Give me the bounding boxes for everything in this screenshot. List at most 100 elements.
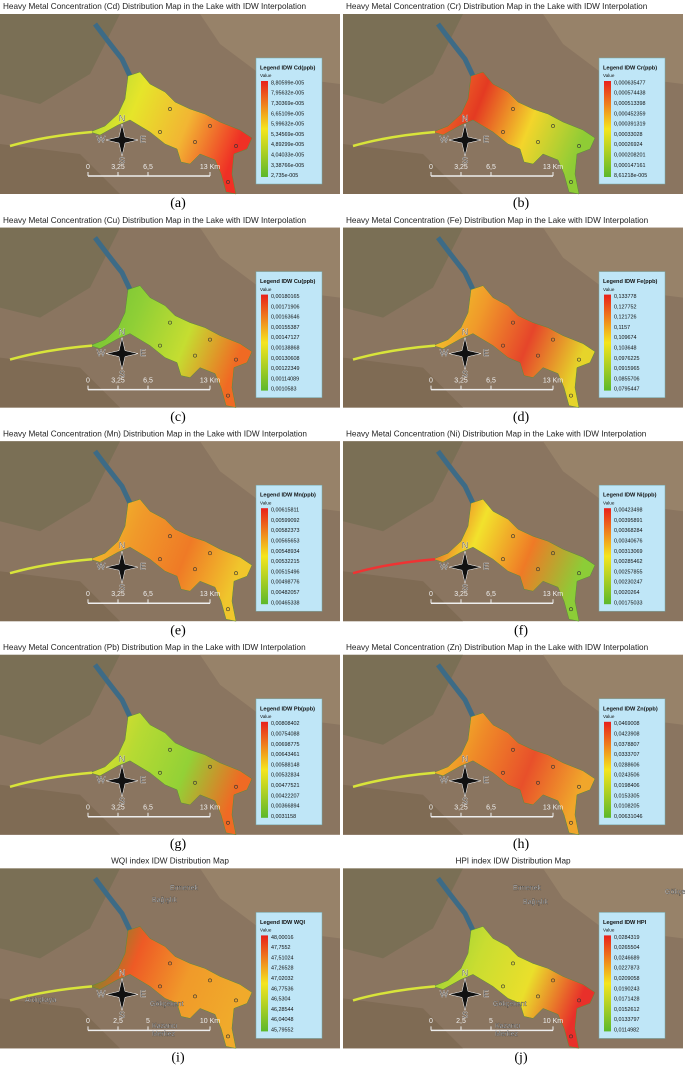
legend-value: 0,0243506 xyxy=(614,773,639,779)
legend-value: 46,04048 xyxy=(271,1017,293,1023)
legend-value: 0,0378807 xyxy=(614,742,639,748)
place-label: Ermenek xyxy=(170,885,199,892)
upstream-river xyxy=(93,236,133,291)
panel-label: (e) xyxy=(170,623,186,638)
legend-value: 0,00465338 xyxy=(271,600,299,606)
scale-label: 3,25 xyxy=(454,591,468,598)
legend-value: 5,99632e-005 xyxy=(271,122,304,128)
legend-value: 0,00423498 xyxy=(614,508,642,514)
compass-label: N xyxy=(462,113,469,123)
upstream-river xyxy=(436,236,476,291)
upstream-river xyxy=(93,663,133,718)
legend-value: 0,127752 xyxy=(614,304,636,310)
inflow-river xyxy=(9,985,93,1002)
legend-value: 0,00482057 xyxy=(271,590,299,596)
sampling-point xyxy=(511,107,515,111)
sampling-point xyxy=(569,393,573,398)
sampling-point xyxy=(226,180,230,184)
upstream-river xyxy=(93,449,133,505)
sampling-point xyxy=(158,130,162,134)
panel-label: (i) xyxy=(171,1051,185,1066)
compass-rose xyxy=(448,123,482,157)
sampling-point xyxy=(577,357,581,362)
sampling-point xyxy=(168,534,172,539)
panel: Heavy Metal Concentration (Cr) Distribut… xyxy=(343,2,683,211)
compass-label: W xyxy=(440,134,449,144)
sampling-point xyxy=(168,961,172,966)
legend-value: 0,000208201 xyxy=(614,153,645,159)
legend-value: 0,0265504 xyxy=(614,945,639,951)
lake-idw-surface xyxy=(89,285,253,408)
place-label: Kazancı xyxy=(152,1023,177,1030)
legend-value: 0,00230247 xyxy=(614,580,642,586)
scale-label: 13 Km xyxy=(200,377,220,384)
legend-value: 0,0010583 xyxy=(271,387,296,393)
legend-title: Legend IDW Cu(ppb) xyxy=(260,279,315,285)
sampling-point xyxy=(193,140,197,144)
legend-value-header: Value xyxy=(603,73,615,78)
map: N S W E 0 3,25 6,5 13 Km Legend IDW Ni(ppb)Value… xyxy=(343,441,683,622)
legend-value: 0,00754088 xyxy=(271,732,299,738)
legend-value: 0,0209058 xyxy=(614,976,639,982)
legend-value: 0,00498776 xyxy=(271,580,299,586)
scale-label: 13 Km xyxy=(200,805,220,812)
scale-label: 6,5 xyxy=(143,591,153,598)
legend-value: 0,00155387 xyxy=(271,325,299,331)
legend-value: 5,34569e-005 xyxy=(271,132,304,138)
sampling-point xyxy=(234,784,238,789)
sampling-point xyxy=(569,1034,573,1039)
compass-label: N xyxy=(462,754,469,764)
sampling-point xyxy=(193,353,197,358)
sampling-point xyxy=(168,320,172,325)
legend-value: 0,00138868 xyxy=(271,346,299,352)
panel-title: Heavy Metal Concentration (Cr) Distribut… xyxy=(346,2,648,11)
legend-value: 47,7552 xyxy=(271,945,291,951)
compass-label: S xyxy=(462,1010,468,1020)
panel-title: Heavy Metal Concentration (Cd) Distribut… xyxy=(3,2,307,11)
legend-value: 2,735e-005 xyxy=(271,173,298,179)
scale-label: 13 Km xyxy=(200,591,220,598)
upstream-river xyxy=(436,663,476,718)
legend-value: 0,000147161 xyxy=(614,163,645,169)
legend-value: 0,00340676 xyxy=(614,539,642,545)
legend-value: 4,04033e-005 xyxy=(271,153,304,159)
legend-value: 0,00368284 xyxy=(614,528,642,534)
compass-label: S xyxy=(462,583,468,593)
legend-value: 0,00565653 xyxy=(271,539,299,545)
legend-ramp xyxy=(604,81,611,177)
legend-value: 0,00395891 xyxy=(614,518,642,524)
map: N S W E 0 3,25 6,5 13 Km Legend IDW Pb(ppb) Value… xyxy=(0,654,340,836)
panel-label: (h) xyxy=(513,837,530,852)
compass-label: W xyxy=(97,562,106,572)
map: N S W E 0 3,25 6,5 13 Km Legend IDW Cd(ppb) Value… xyxy=(0,14,340,195)
terrain-shade xyxy=(343,784,463,835)
compass-label: E xyxy=(483,134,489,144)
legend-value: 46,77536 xyxy=(271,986,293,992)
map: N S W E 0 3,25 6,5 13 Km Legend IDW Zn(ppb) Value… xyxy=(343,654,683,836)
panel: Heavy Metal Concentration (Zn) Distribut… xyxy=(343,643,683,852)
scale-label: 3,25 xyxy=(454,164,468,171)
sampling-point xyxy=(551,124,555,128)
legend-value: 0,00147127 xyxy=(271,335,299,341)
legend-value: 0,0246689 xyxy=(614,955,639,961)
terrain-shade xyxy=(343,868,463,959)
compass-label: N xyxy=(119,327,126,337)
sampling-point xyxy=(577,998,581,1003)
compass-label: S xyxy=(119,583,125,593)
legend-value: 0,0469008 xyxy=(614,721,639,727)
compass-label: E xyxy=(140,989,146,999)
legend-value: 47,02032 xyxy=(271,976,293,982)
legend-value: 47,26528 xyxy=(271,966,293,972)
upstream-river xyxy=(436,449,476,505)
terrain-shade xyxy=(0,868,120,959)
terrain-shade xyxy=(0,357,120,408)
place-label: Gökçekent xyxy=(150,1001,184,1008)
compass-label: W xyxy=(97,775,106,785)
legend-value: 0,0855706 xyxy=(614,376,639,382)
scale-label: 13 Km xyxy=(543,805,563,812)
sampling-point xyxy=(208,978,212,983)
scale-label: 5 xyxy=(146,1018,150,1025)
scale-label: 13 Km xyxy=(543,591,563,598)
compass-label: E xyxy=(140,562,146,572)
legend-value: 0,0198406 xyxy=(614,783,639,789)
